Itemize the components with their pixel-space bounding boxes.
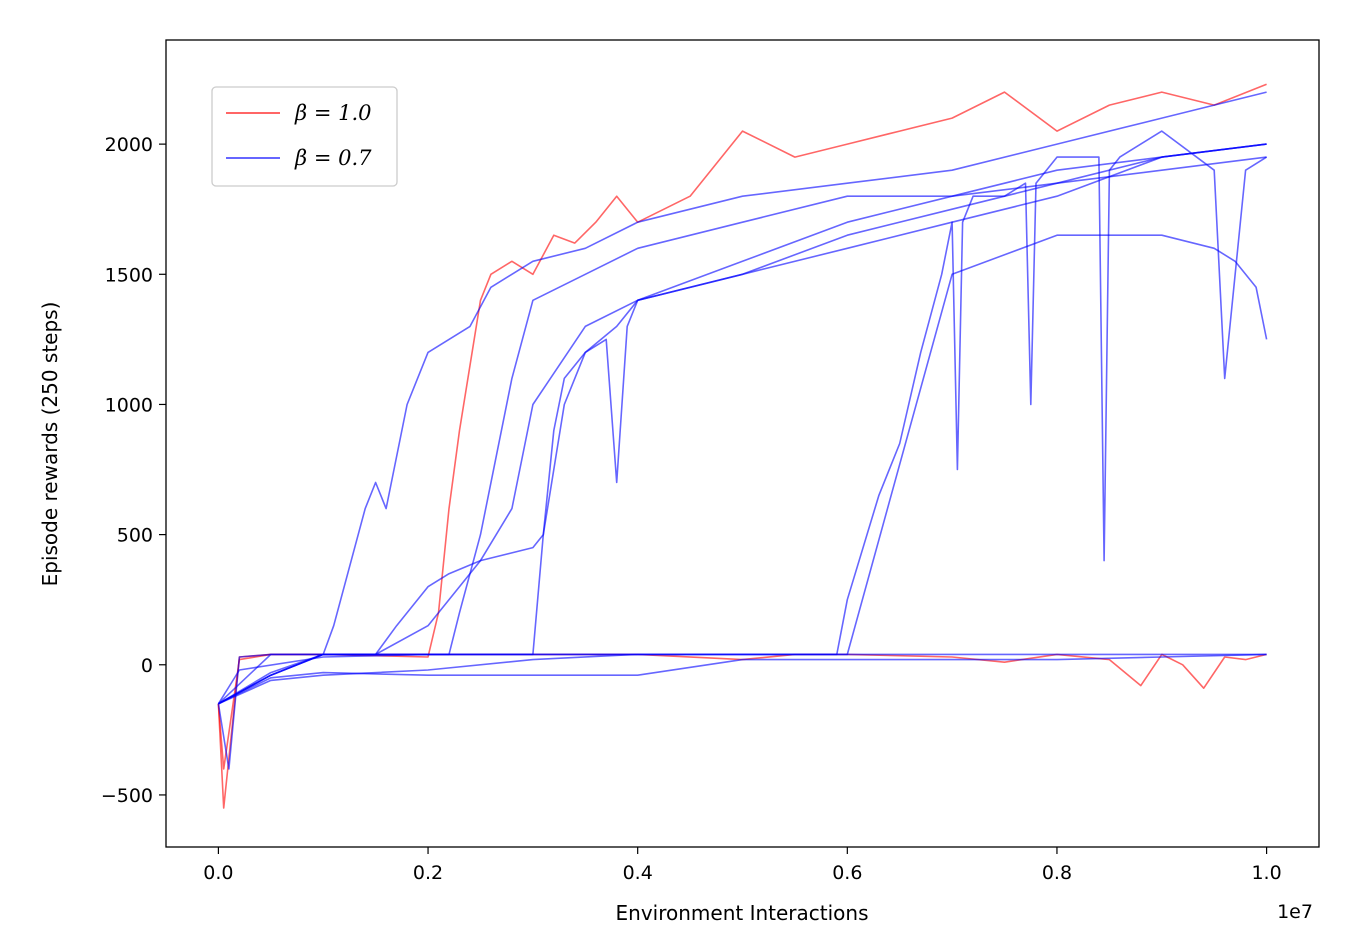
series-line-3	[217, 143, 1267, 705]
y-axis-label: Episode rewards (250 steps)	[38, 302, 62, 587]
legend-label-beta-1-0: β = 1.0	[294, 101, 371, 125]
y-tick-label: 2000	[105, 134, 153, 156]
y-axis: −500 0 500 1000 1500 2000	[101, 134, 166, 807]
y-tick-label: 1000	[105, 394, 153, 416]
series-line-8	[218, 653, 1267, 705]
series-line-1	[217, 653, 1267, 770]
series-line-10	[217, 653, 1267, 705]
series-line-9	[218, 234, 1268, 705]
x-axis-label: Environment Interactions	[616, 901, 869, 925]
legend-box	[211, 86, 398, 187]
x-axis-offset-label: 1e7	[1277, 901, 1313, 923]
x-tick-label: 1.0	[1251, 862, 1281, 884]
x-axis: 0.0 0.2 0.4 0.6 0.8 1.0	[203, 847, 1282, 884]
series-line-0	[217, 83, 1267, 809]
y-tick-label: 1500	[105, 264, 153, 286]
y-tick-label: 0	[141, 655, 153, 677]
y-tick-label: 500	[117, 525, 153, 547]
x-tick-label: 0.2	[413, 862, 443, 884]
x-tick-label: 0.4	[623, 862, 653, 884]
y-tick-label: −500	[101, 785, 153, 807]
x-tick-label: 0.8	[1042, 862, 1072, 884]
legend: β = 1.0 β = 0.7	[211, 86, 398, 187]
plot-frame	[165, 39, 1320, 848]
plot-area	[165, 39, 1320, 848]
x-tick-label: 0.6	[832, 862, 862, 884]
legend-label-beta-0-7: β = 0.7	[294, 146, 372, 170]
series-line-4	[218, 156, 1267, 705]
x-tick-label: 0.0	[203, 862, 233, 884]
series-line-7	[218, 130, 1268, 705]
series-group	[217, 83, 1268, 809]
